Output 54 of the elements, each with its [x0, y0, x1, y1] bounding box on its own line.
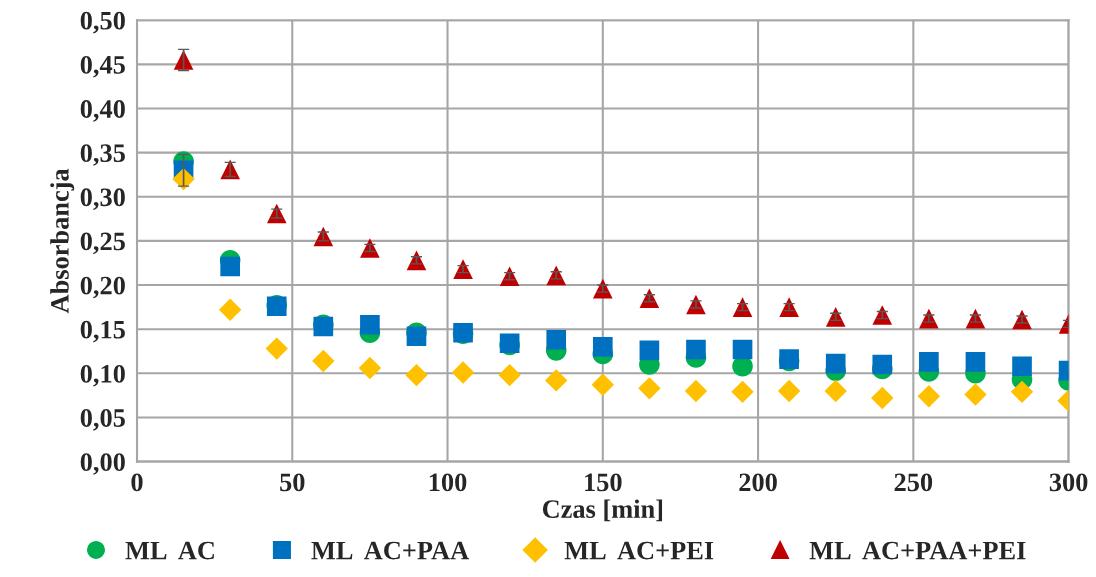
point: [919, 352, 939, 372]
point: [592, 337, 613, 357]
point: [218, 298, 242, 321]
point: [777, 379, 801, 403]
y-tick-label: 0,45: [80, 55, 125, 78]
point: [731, 380, 754, 404]
point: [825, 353, 846, 374]
y-tick-label: 0,35: [80, 144, 125, 166]
x-axis-title: Czas [min]: [542, 499, 663, 522]
point: [732, 339, 753, 360]
point: [220, 256, 240, 277]
x-tick-label: 100: [429, 473, 467, 492]
y-tick-label: 0,00: [80, 453, 125, 475]
point: [591, 373, 614, 396]
point: [498, 363, 521, 387]
point: [360, 314, 380, 335]
point: [872, 354, 893, 375]
y-tick-label: 0,15: [80, 320, 125, 343]
point: [871, 386, 894, 410]
legend-label: ML AC: [125, 541, 214, 560]
x-tick-label: 150: [585, 473, 622, 492]
x-tick-label: 300: [1049, 473, 1088, 492]
point: [312, 349, 335, 373]
point: [1012, 356, 1032, 377]
y-axis-title: Absorbancja: [50, 168, 75, 314]
y-tick-label: 0,40: [80, 100, 125, 122]
point: [964, 383, 987, 406]
y-tick-label: 0,25: [80, 232, 125, 255]
point: [639, 340, 660, 361]
point: [405, 363, 428, 387]
point: [545, 369, 568, 392]
x-tick-label: 250: [894, 473, 933, 492]
y-tick-label: 0,50: [80, 11, 125, 34]
x-tick-label: 200: [739, 473, 777, 492]
legend-label: ML AC+PAA: [311, 541, 469, 560]
point: [265, 337, 288, 360]
y-tick-label: 0,30: [80, 188, 125, 210]
legend-label: ML AC+PAA+PEI: [809, 541, 1026, 560]
point: [546, 329, 567, 350]
x-tick-label: 0: [131, 473, 143, 492]
point: [451, 361, 475, 384]
point: [358, 356, 382, 380]
point: [638, 377, 661, 400]
x-tick-label: 50: [280, 473, 305, 492]
point: [824, 379, 847, 403]
y-tick-label: 0,10: [80, 364, 125, 387]
y-tick-label: 0,05: [80, 409, 125, 431]
point: [917, 385, 941, 408]
point: [684, 379, 708, 403]
y-tick-label: 0,20: [80, 276, 125, 299]
point: [686, 339, 706, 360]
point: [965, 352, 986, 372]
legend-label: ML AC+PEI: [564, 541, 714, 560]
point: [1010, 380, 1034, 404]
